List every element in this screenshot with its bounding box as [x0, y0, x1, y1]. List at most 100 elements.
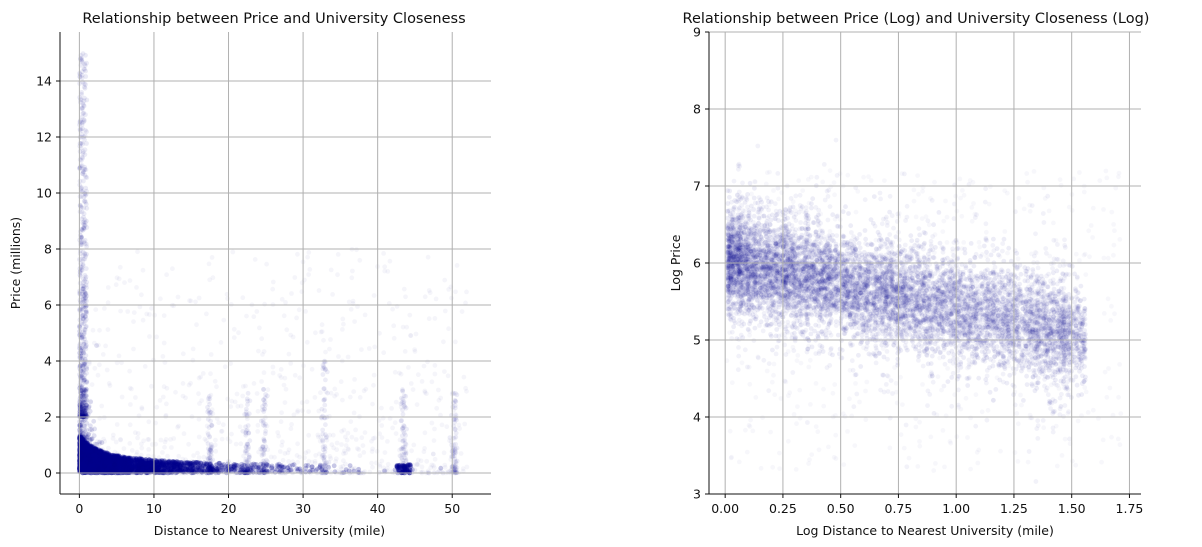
scatter-point [79, 461, 85, 467]
scatter-point [82, 439, 88, 444]
scatter-point [81, 460, 87, 466]
scatter-point [80, 445, 86, 451]
scatter-point [85, 468, 91, 473]
scatter-point [90, 467, 96, 473]
scatter-point [95, 456, 101, 462]
scatter-point [86, 453, 91, 459]
scatter-point [81, 458, 86, 464]
scatter-point [86, 465, 92, 471]
scatter-point [84, 462, 90, 468]
scatter-point [119, 465, 124, 471]
scatter-point [82, 462, 88, 468]
scatter-point [78, 463, 84, 468]
scatter-point [87, 465, 93, 471]
scatter-point [89, 463, 95, 469]
scatter-point [81, 453, 86, 458]
scatter-point [84, 175, 90, 181]
scatter-point [84, 466, 90, 471]
scatter-point [103, 465, 109, 471]
scatter-point [80, 466, 85, 471]
scatter-point [91, 457, 97, 462]
scatter-point [87, 462, 92, 468]
scatter-point [95, 466, 101, 472]
scatter-point [80, 467, 86, 473]
scatter-point [82, 450, 88, 455]
scatter-point [86, 465, 91, 470]
scatter-point [101, 466, 107, 472]
scatter-point [80, 435, 85, 441]
scatter-point [83, 465, 88, 471]
scatter-point [80, 51, 86, 56]
scatter-point [86, 466, 92, 472]
scatter-point [80, 464, 86, 469]
scatter-point [80, 463, 85, 469]
scatter-point [90, 465, 95, 471]
scatter-point [85, 464, 91, 470]
scatter-point [79, 465, 85, 471]
scatter-point [77, 465, 83, 471]
scatter-point [303, 463, 309, 468]
scatter-point [87, 461, 93, 467]
scatter-point [90, 449, 96, 455]
scatter-point [90, 445, 96, 450]
scatter-point [80, 459, 85, 464]
scatter-point [79, 461, 84, 467]
scatter-point [81, 456, 86, 462]
scatter-point [102, 458, 108, 464]
scatter-point [84, 446, 90, 452]
scatter-point [88, 465, 94, 471]
scatter-point [85, 465, 91, 471]
scatter-point [84, 458, 90, 464]
scatter-point [88, 445, 93, 451]
scatter-point [94, 466, 100, 472]
scatter-point [77, 461, 83, 467]
scatter-point [91, 418, 97, 424]
scatter-point [88, 423, 93, 429]
scatter-point [79, 468, 85, 474]
scatter-point [84, 463, 90, 469]
scatter-point [89, 468, 95, 473]
scatter-point [83, 457, 89, 463]
scatter-point [85, 464, 90, 470]
scatter-point [79, 455, 85, 461]
scatter-point [84, 461, 90, 467]
scatter-point [80, 467, 86, 473]
scatter-point [82, 447, 88, 453]
scatter-point [94, 452, 99, 458]
scatter-point [85, 464, 91, 469]
scatter-point [85, 468, 90, 474]
scatter-point [79, 417, 84, 423]
scatter-point [83, 465, 89, 470]
scatter-point [86, 465, 91, 471]
scatter-point [86, 453, 92, 459]
scatter-point [90, 467, 96, 472]
scatter-point [82, 458, 88, 464]
scatter-point [83, 467, 89, 473]
scatter-point [79, 464, 85, 470]
scatter-point [79, 460, 85, 466]
scatter-point [101, 465, 106, 470]
scatter-point [85, 465, 91, 471]
scatter-point [84, 445, 90, 450]
scatter-point [95, 463, 101, 469]
scatter-point [83, 461, 89, 467]
scatter-point [86, 457, 92, 463]
scatter-point [92, 459, 97, 464]
scatter-point [82, 463, 87, 468]
scatter-point [88, 462, 93, 468]
scatter-point [84, 437, 89, 442]
scatter-point [81, 436, 87, 442]
scatter-point [85, 454, 91, 459]
scatter-point [96, 465, 102, 471]
scatter-point [94, 464, 100, 470]
scatter-point [91, 456, 97, 461]
scatter-point [91, 463, 97, 468]
scatter-point [80, 453, 85, 459]
scatter-point [79, 432, 84, 438]
scatter-point [102, 468, 108, 474]
scatter-point [88, 466, 94, 472]
scatter-point [79, 448, 84, 453]
scatter-point [85, 444, 90, 450]
scatter-point [84, 465, 89, 471]
scatter-point [83, 403, 89, 408]
